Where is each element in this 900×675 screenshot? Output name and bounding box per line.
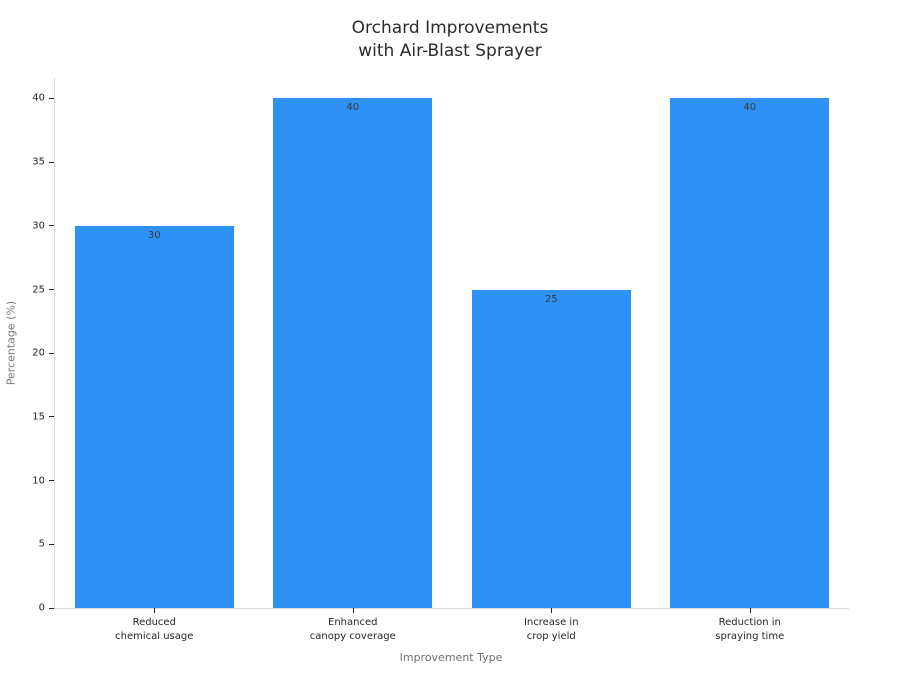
y-tick-label: 30 xyxy=(32,220,45,232)
y-tick-mark xyxy=(49,289,54,290)
bar-value-label: 30 xyxy=(147,229,161,241)
x-tick-label: Enhanced canopy coverage xyxy=(309,617,396,642)
bar-1: 30 xyxy=(74,225,234,608)
bar-2: 40 xyxy=(273,98,433,608)
y-axis-title: Percentage (%) xyxy=(4,300,18,386)
x-tick-label: Increase in crop yield xyxy=(523,617,579,642)
x-tick-label: Reduction in spraying time xyxy=(715,617,785,642)
plot-area: 0 5 10 15 20 25 30 35 40 30 Reduced chemical usage… xyxy=(32,78,850,642)
bar-slot: 40 Enhanced canopy coverage xyxy=(254,78,453,642)
y-tick-mark xyxy=(49,352,54,354)
bar-value-label: 40 xyxy=(346,102,360,114)
bar-3: 25 xyxy=(471,289,631,608)
x-tick-mark xyxy=(154,608,156,613)
y-tick-label: 35 xyxy=(32,156,45,168)
bar-slot: 25 Increase in crop yield xyxy=(452,78,651,642)
x-axis-title: Improvement Type xyxy=(399,651,503,664)
y-tick-label: 10 xyxy=(32,475,45,487)
y-tick-mark xyxy=(49,416,54,418)
x-tick-mark xyxy=(551,608,553,613)
y-tick-label: 5 xyxy=(38,538,45,550)
y-tick-mark xyxy=(49,607,54,609)
x-tick-mark xyxy=(749,608,751,613)
bar-slot: 40 Reduction in spraying time xyxy=(651,78,850,642)
chart-title: Orchard Improvements with Air-Blast Spra… xyxy=(351,18,549,61)
y-tick-mark xyxy=(49,480,54,482)
x-tick-label: Reduced chemical usage xyxy=(115,617,194,642)
y-tick-label: 0 xyxy=(38,602,45,614)
bar-value-label: 25 xyxy=(544,293,558,305)
y-tick-mark xyxy=(49,161,54,163)
x-tick-mark xyxy=(352,608,354,613)
y-tick-label: 20 xyxy=(32,347,45,359)
y-tick-label: 25 xyxy=(32,284,45,295)
bar-value-label: 40 xyxy=(743,102,757,114)
bar-4: 40 xyxy=(670,98,830,608)
y-tick-mark xyxy=(49,97,54,99)
y-tick-label: 40 xyxy=(32,92,45,104)
y-tick-label: 15 xyxy=(32,411,45,423)
bar-slot: 30 Reduced chemical usage xyxy=(55,78,254,642)
y-tick-mark xyxy=(49,225,54,227)
y-tick-mark xyxy=(49,543,54,545)
